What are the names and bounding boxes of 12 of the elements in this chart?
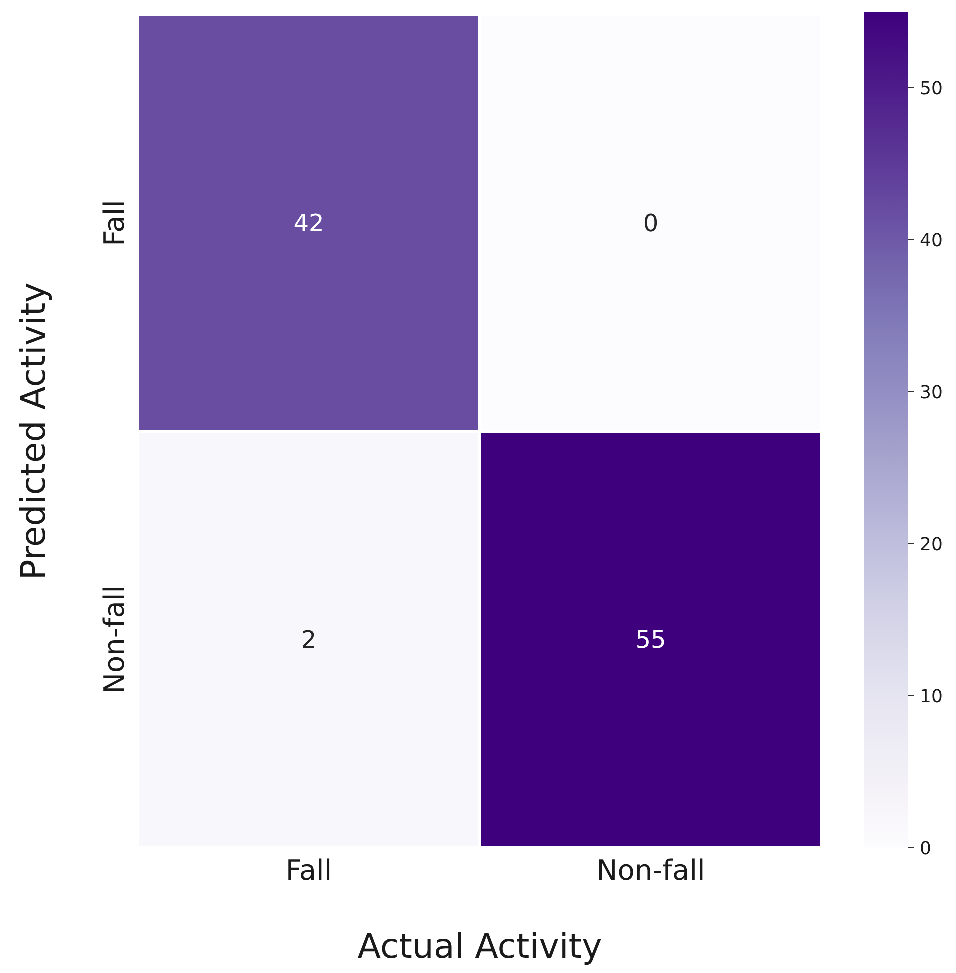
color-bar-label: 50 (920, 78, 943, 100)
data-label: 0 (643, 210, 659, 238)
data-label: 2 (301, 626, 317, 654)
data-label: 55 (636, 626, 666, 654)
color-bar-label: 30 (920, 382, 943, 404)
color-bar-label: 10 (920, 686, 943, 708)
color-bar-label: 20 (920, 534, 943, 556)
y-axis-title: Predicted Activity (14, 282, 54, 580)
data-label: 42 (294, 210, 324, 238)
color-bar-label: 40 (920, 230, 943, 252)
x-axis-title: Actual Activity (358, 927, 602, 967)
color-bar-label: 0 (920, 838, 932, 860)
